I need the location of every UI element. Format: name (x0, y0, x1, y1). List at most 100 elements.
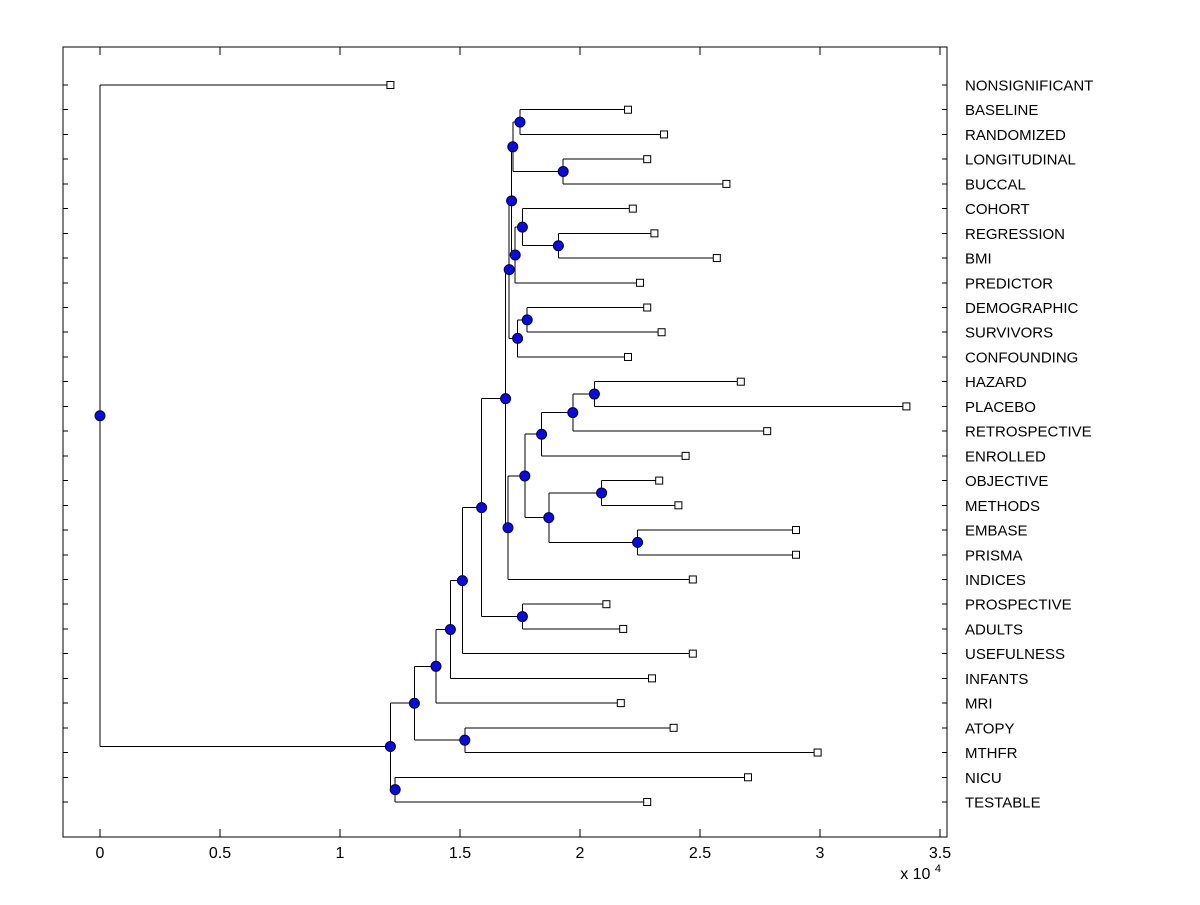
leaf-tip-marker (386, 81, 395, 89)
leaf-label: HAZARD (965, 374, 1027, 391)
leaf-tip-marker (650, 229, 659, 238)
leaf-label: TESTABLE (965, 794, 1041, 811)
tree-branches (99, 84, 907, 803)
branch-node-marker (552, 240, 564, 252)
x-tick-label: 3.5 (929, 845, 951, 862)
leaf-tip-marker (616, 699, 625, 708)
leaf-label: COHORT (965, 201, 1030, 218)
leaf-label: ATOPY (965, 720, 1014, 737)
leaf-label: ENROLLED (965, 448, 1046, 465)
leaf-tip-marker (681, 451, 690, 460)
leaf-tip-marker (688, 649, 697, 658)
leaf-tip-marker (655, 476, 664, 485)
branch-node-marker (514, 116, 526, 128)
x-tick-label: 0.5 (209, 845, 231, 862)
leaf-tip-marker (602, 600, 611, 609)
leaf-label: DEMOGRAPHIC (965, 300, 1079, 317)
x-tick-label: 3 (816, 845, 825, 862)
leaf-label: NICU (965, 770, 1002, 787)
leaf-tip-marker (688, 575, 697, 584)
leaf-tip-marker (792, 550, 800, 559)
leaf-tip-marker (792, 526, 800, 535)
x-tick-label: 0 (96, 845, 105, 862)
leaf-tip-marker (902, 402, 911, 411)
leaf-tip-marker (624, 105, 632, 114)
leaf-tip-marker (628, 204, 637, 213)
leaf-tip-marker (722, 179, 731, 188)
leaf-label: METHODS (965, 498, 1040, 515)
branch-node-marker (509, 249, 521, 261)
branch-node-marker (459, 734, 471, 746)
branch-node-marker (476, 502, 488, 514)
leaf-tip-marker (712, 254, 721, 263)
axis-lines (62, 46, 948, 838)
plot-border (62, 46, 948, 838)
leaf-tip-marker (813, 748, 822, 757)
leaf-label: INFANTS (965, 671, 1028, 688)
leaf-tip-marker (636, 278, 644, 287)
leaf-label: RANDOMIZED (965, 127, 1066, 144)
branch-node-marker (536, 428, 548, 440)
branch-node-marker (456, 575, 468, 587)
leaf-tip-marker (669, 723, 678, 732)
leaf-label: PROSPECTIVE (965, 597, 1072, 614)
branch-node-marker (596, 487, 608, 499)
branch-node-marker (516, 221, 528, 233)
branch-node-marker (507, 141, 519, 153)
branch-node-marker (519, 470, 531, 482)
leaf-label: INDICES (965, 572, 1026, 589)
leaf-label: MRI (965, 696, 993, 713)
x-axis-exponent-label: x 10 4 (900, 863, 941, 883)
branch-node-marker (408, 697, 420, 709)
branch-node-marker (384, 740, 396, 752)
leaf-label: ADULTS (965, 621, 1023, 638)
leaf-tip-marker (674, 501, 683, 510)
branch-node-marker (444, 624, 456, 636)
branch-node-marker (543, 512, 555, 524)
branch-node-marker (506, 195, 518, 207)
branch-node-marker (557, 166, 569, 178)
x-tick-label: 2.5 (689, 845, 711, 862)
leaf-tip-marker (624, 352, 632, 361)
branch-node-marker (521, 314, 533, 326)
x-tick-label: 2 (576, 845, 585, 862)
leaf-label: REGRESSION (965, 226, 1065, 243)
leaf-tip-marker (643, 303, 652, 312)
branch-node-marker (588, 388, 600, 400)
leaf-tip-marker (648, 674, 656, 683)
leaf-label: CONFOUNDING (965, 349, 1078, 366)
leaf-label: RETROSPECTIVE (965, 424, 1092, 441)
labels: NONSIGNIFICANT BASELINE RANDOMIZED LONGITUD… (96, 78, 1094, 884)
branch-node-marker (503, 264, 515, 276)
branch-node-marker (502, 522, 514, 534)
leaf-tip-marker (643, 155, 652, 164)
leaf-label: SURVIVORS (965, 325, 1053, 342)
branch-node-marker (512, 332, 524, 344)
branch-node-marker (430, 660, 442, 672)
leaf-label: LONGITUDINAL (965, 152, 1076, 169)
branch-node-marker (516, 611, 528, 623)
leaf-tip-marker (619, 624, 628, 633)
leaf-label: BASELINE (965, 102, 1038, 119)
branch-node-marker (632, 536, 644, 548)
leaf-label: OBJECTIVE (965, 473, 1048, 490)
leaf-tip-marker (660, 130, 668, 139)
leaf-label: EMBASE (965, 523, 1028, 540)
leaf-label: BUCCAL (965, 176, 1026, 193)
leaf-tip-marker (657, 328, 666, 337)
branch-node-marker (94, 410, 106, 422)
branch-node-marker (567, 407, 579, 419)
leaf-label: MTHFR (965, 745, 1018, 762)
x-tick-label: 1 (336, 845, 345, 862)
tree-nodes (94, 81, 911, 806)
leaf-label: BMI (965, 251, 992, 268)
leaf-label: PREDICTOR (965, 275, 1053, 292)
leaf-label: NONSIGNIFICANT (965, 78, 1093, 95)
leaf-label: PRISMA (965, 547, 1023, 564)
leaf-tip-marker (643, 797, 652, 806)
leaf-label: USEFULNESS (965, 646, 1065, 663)
branch-node-marker (389, 784, 401, 796)
leaf-tip-marker (763, 427, 772, 436)
